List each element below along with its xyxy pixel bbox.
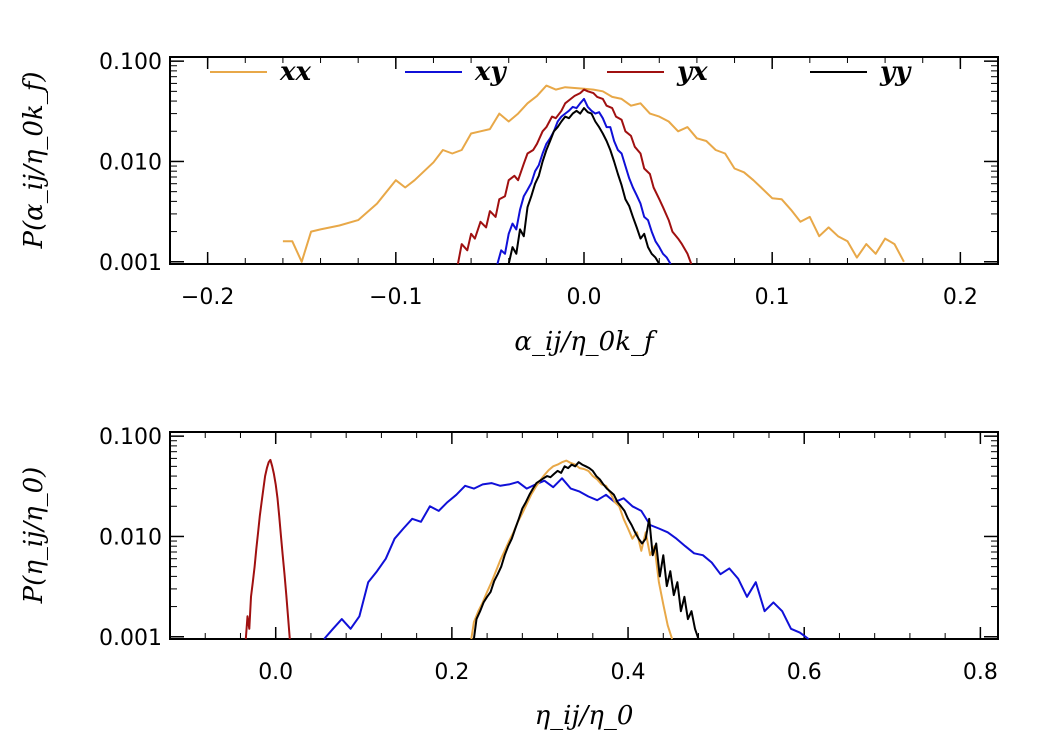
top-series-xy (496, 97, 672, 265)
bottom-series-yy (472, 461, 700, 640)
bottom-series-xx (470, 459, 674, 640)
legend-label-xy: xy (474, 57, 508, 87)
bottom-series-xy (323, 477, 810, 640)
top-series-yx (456, 88, 693, 265)
legend-label-xx: xx (279, 57, 312, 87)
bottom-x-axis-title: η_ij/η_0 (535, 701, 634, 731)
top-y-tick-label: 0.001 (99, 251, 162, 276)
legend-label-yx: yx (676, 57, 708, 87)
bottom-y-tick-label: 0.001 (99, 626, 162, 651)
top-series-xx (282, 84, 905, 263)
top-x-tick-label: −0.2 (181, 285, 234, 310)
bottom-y-tick-label: 0.010 (99, 525, 162, 550)
top-axes: −0.2 −0.1 0.0 0.1 0.2 0.001 0.010 0.100 (99, 50, 999, 310)
bottom-x-tick-label: 0.4 (611, 660, 646, 685)
top-y-axis-title: P(α_ij/η_0k_f) (19, 72, 49, 250)
top-x-tick-label: −0.1 (369, 285, 422, 310)
bottom-x-tick-label: 0.0 (258, 660, 293, 685)
top-legend: xx xy yx yy (210, 57, 912, 87)
top-x-tick-label: 0.2 (943, 285, 978, 310)
top-y-tick-label: 0.100 (99, 50, 162, 75)
bottom-x-tick-label: 0.2 (434, 660, 469, 685)
bottom-x-tick-label: 0.8 (963, 660, 998, 685)
top-series (282, 84, 905, 265)
bottom-series (244, 458, 810, 640)
bottom-series-yx (244, 458, 291, 640)
top-y-tick-label: 0.010 (99, 150, 162, 175)
top-x-axis-title: α_ij/η_0k_f (514, 327, 658, 357)
bottom-axes: 0.0 0.2 0.4 0.6 0.8 0.001 0.010 0.100 (99, 425, 998, 685)
bottom-y-axis-title: P(η_ij/η_0) (19, 467, 49, 605)
legend-label-yy: yy (879, 57, 912, 87)
bottom-plot-frame (169, 431, 999, 640)
top-x-tick-label: 0.1 (755, 285, 790, 310)
bottom-y-tick-label: 0.100 (99, 425, 162, 450)
bottom-x-tick-label: 0.6 (787, 660, 822, 685)
top-x-tick-label: 0.0 (567, 285, 602, 310)
top-panel: −0.2 −0.1 0.0 0.1 0.2 0.001 0.010 0.100 xx xy yx y… (19, 50, 999, 357)
top-series-yy (507, 107, 661, 265)
